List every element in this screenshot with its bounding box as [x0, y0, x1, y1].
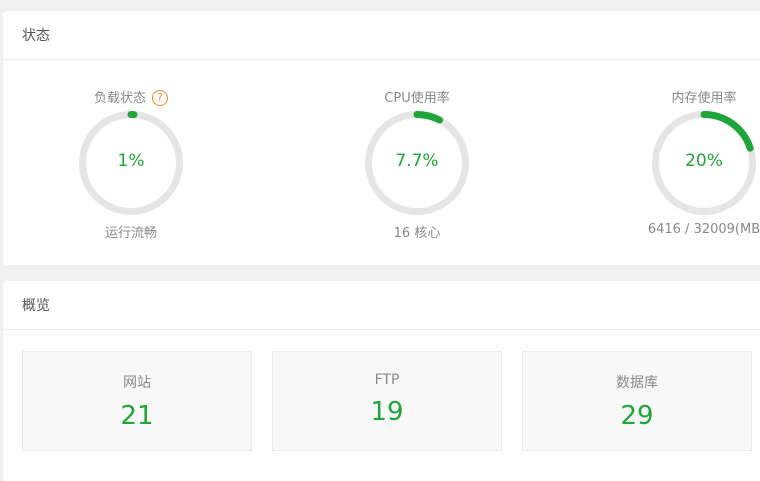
overview-title: 概览 [3, 281, 760, 330]
overview-databases-count[interactable]: 29 [620, 401, 654, 431]
overview-websites[interactable]: 网站 21 [22, 351, 252, 451]
load-gauge-subtitle: 运行流畅 [104, 226, 157, 241]
memory-gauge-value: 20% [685, 151, 723, 171]
load-gauge-ring [79, 111, 183, 215]
status-title: 状态 [3, 11, 760, 60]
gauge-arc [365, 111, 469, 215]
overview-ftp-count[interactable]: 19 [370, 397, 404, 427]
memory-gauge-ring [652, 111, 756, 215]
memory-gauge-title: 内存使用率 [671, 91, 737, 106]
overview-websites-label: 网站 [123, 375, 151, 391]
status-card: 状态 负载状态? 1% 运行流畅 CPU使用率 7.7% 16 核心 内存使用率… [3, 11, 760, 265]
overview-databases[interactable]: 数据库 29 [522, 351, 752, 451]
cpu-gauge-subtitle: 16 核心 [393, 226, 441, 241]
memory-gauge-subtitle: 6416 / 32009(MB [647, 222, 760, 237]
overview-ftp[interactable]: FTP 19 [272, 351, 502, 451]
load-gauge-title: 负载状态 [93, 91, 146, 106]
load-gauge-value: 1% [117, 151, 145, 171]
help-icon[interactable]: ? [152, 90, 168, 106]
cpu-gauge-ring [365, 111, 469, 215]
cpu-gauge-value: 7.7% [395, 151, 439, 171]
overview-websites-count[interactable]: 21 [120, 401, 154, 431]
overview-card: 概览 网站 21 FTP 19 数据库 29 [3, 281, 760, 481]
gauge-arc [652, 111, 756, 215]
overview-ftp-label: FTP [374, 372, 400, 388]
overview-databases-label: 数据库 [616, 375, 658, 391]
gauge-arc [79, 111, 183, 215]
cpu-gauge-title: CPU使用率 [384, 91, 450, 106]
